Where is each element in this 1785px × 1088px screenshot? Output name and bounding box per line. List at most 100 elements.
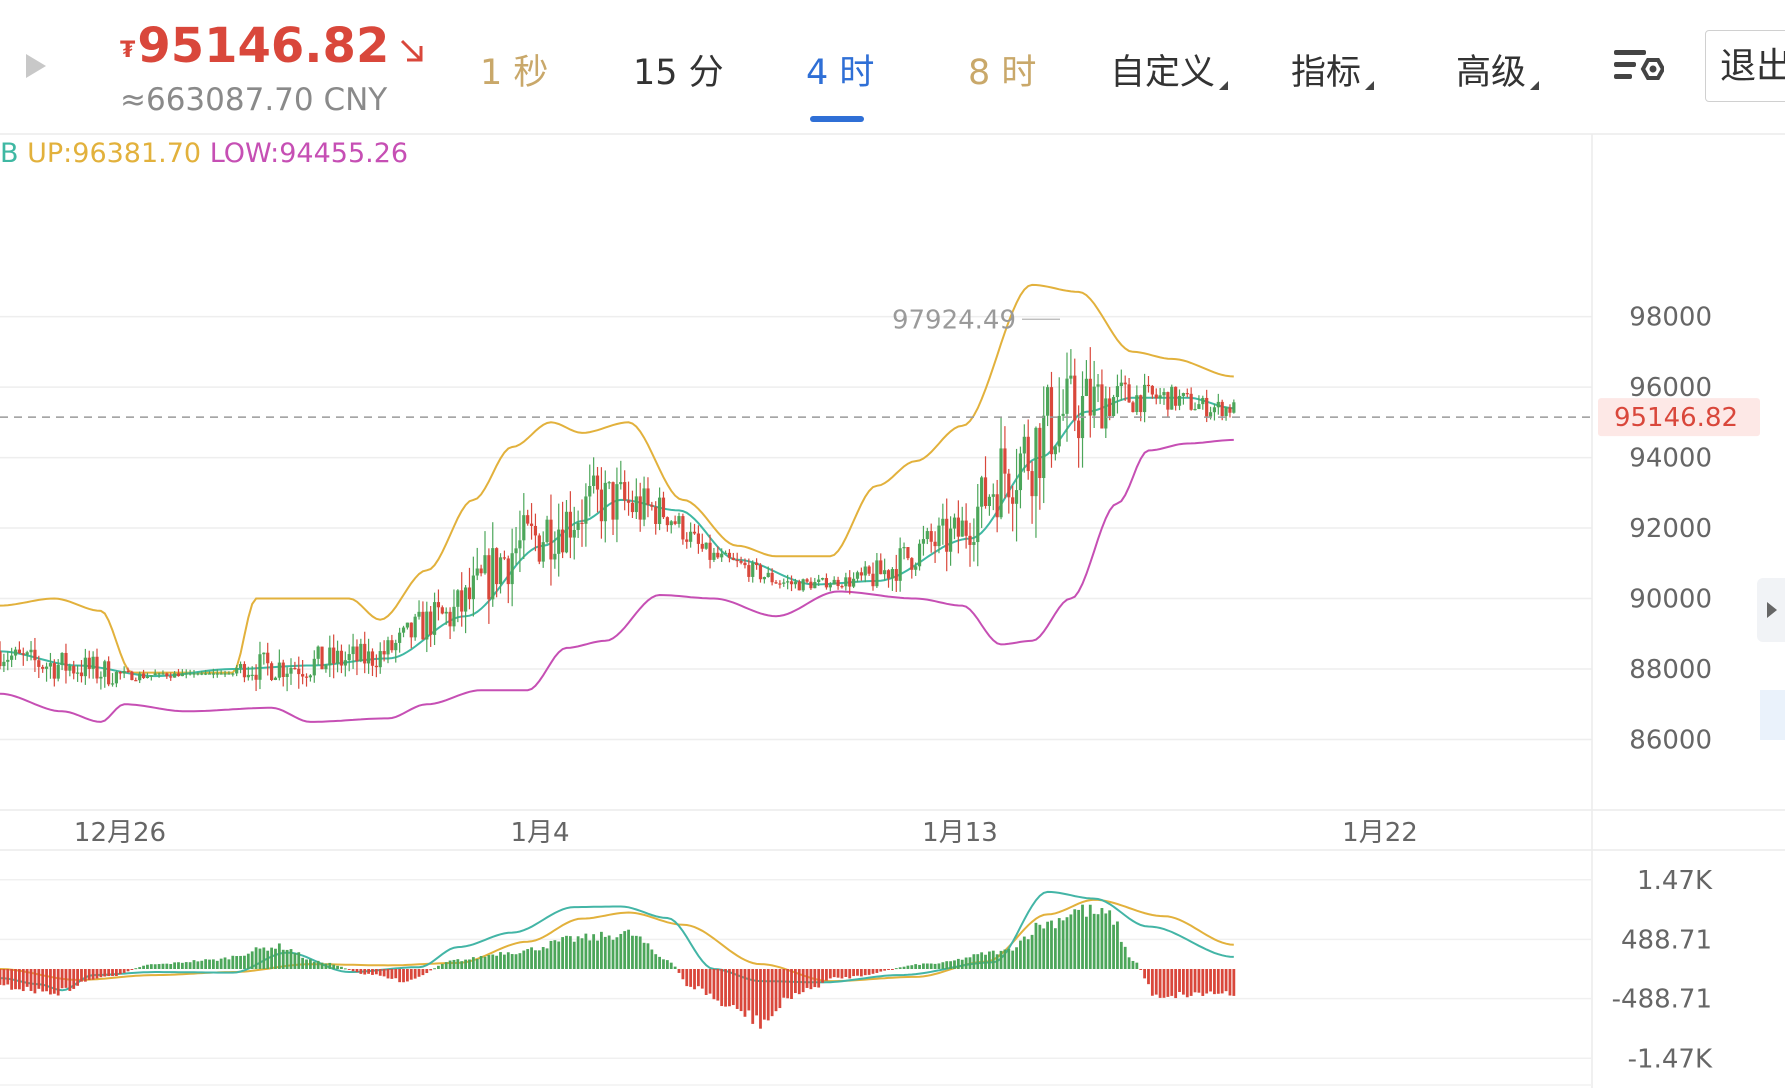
macd-histogram-bar	[60, 969, 64, 989]
candle-body	[642, 488, 646, 520]
candle-body	[824, 578, 829, 588]
macd-histogram-bar	[177, 962, 180, 969]
candle-body	[646, 488, 650, 505]
candle-body	[960, 520, 964, 537]
candle-body	[886, 570, 891, 579]
candle-body	[448, 611, 452, 627]
candle-body	[762, 577, 766, 580]
tab-1s[interactable]: 1 秒	[480, 53, 549, 93]
candle-body	[1228, 407, 1232, 413]
candle-body	[491, 548, 495, 600]
exit-button[interactable]: 退出	[1705, 30, 1785, 102]
candle-body	[677, 516, 681, 524]
candle-body	[48, 663, 53, 667]
macd-histogram-bar	[1104, 913, 1108, 969]
candle-body	[169, 676, 173, 678]
menu-custom[interactable]: 自定义	[1110, 44, 1229, 95]
candle-body	[2, 661, 6, 667]
current-price-tag	[1598, 398, 1760, 437]
play-icon[interactable]	[26, 54, 46, 78]
high-marker-label: 97924.49	[892, 305, 1016, 335]
macd-histogram-bar	[409, 969, 413, 980]
tab-15m[interactable]: 15 分	[633, 53, 724, 93]
candle-body	[727, 552, 732, 558]
macd-histogram-bar	[871, 969, 875, 974]
y-axis-tick: 96000	[1629, 373, 1712, 403]
candle-body	[720, 553, 724, 558]
candle-body	[611, 482, 615, 520]
macd-histogram-bar	[386, 969, 390, 979]
macd-histogram-bar	[534, 950, 537, 969]
candle-body	[1096, 384, 1100, 387]
candle-body	[1030, 471, 1034, 497]
candle-body	[304, 676, 309, 678]
macd-histogram-bar	[883, 969, 887, 971]
candle-body	[1158, 395, 1162, 399]
candle-body	[1018, 453, 1023, 491]
macd-histogram-bar	[689, 969, 693, 987]
candle-body	[890, 569, 894, 579]
macd-histogram-bar	[887, 969, 890, 970]
macd-histogram-bar	[1057, 918, 1061, 969]
candle-body	[840, 586, 844, 588]
macd-histogram-bar	[1228, 969, 1232, 996]
candle-body	[487, 555, 491, 600]
macd-histogram-bar	[1038, 924, 1042, 969]
macd-histogram-bar	[1213, 969, 1216, 995]
candle-body	[921, 539, 926, 544]
macd-histogram-bar	[378, 969, 382, 976]
macd-histogram-bar	[246, 953, 250, 969]
macd-histogram-bar	[828, 969, 832, 979]
candle-body	[553, 553, 557, 560]
candle-body	[564, 511, 569, 553]
macd-histogram-bar	[1123, 946, 1127, 969]
macd-histogram-bar	[1007, 948, 1011, 969]
macd-histogram-bar	[142, 965, 145, 969]
candle-body	[1046, 387, 1050, 416]
candle-body	[1115, 386, 1120, 398]
macd-histogram-bar	[134, 968, 138, 970]
menu-indicators-label: 指标	[1291, 53, 1362, 93]
candle-body	[588, 485, 592, 497]
candle-body	[828, 584, 832, 588]
candle-body	[910, 558, 914, 570]
candle-body	[941, 518, 945, 526]
macd-histogram-bar	[289, 949, 293, 969]
macd-histogram-bar	[654, 954, 658, 969]
candle-body	[580, 522, 584, 525]
chart-settings-icon[interactable]	[1612, 44, 1664, 92]
macd-histogram-bar	[588, 940, 592, 969]
macd-histogram-bar	[592, 934, 596, 969]
candle-body	[184, 673, 188, 675]
candle-body	[1111, 397, 1116, 416]
macd-histogram-bar	[471, 957, 475, 969]
candle-body	[277, 662, 281, 678]
candle-body	[758, 565, 763, 580]
candle-body	[1061, 413, 1065, 416]
macd-histogram-bar	[460, 961, 464, 969]
macd-histogram-bar	[87, 969, 91, 980]
candle-body	[421, 611, 425, 640]
macd-histogram-bar	[487, 955, 491, 969]
candle-body	[770, 572, 774, 583]
candle-body	[914, 566, 918, 570]
expand-panel-handle[interactable]	[1757, 578, 1785, 642]
macd-histogram-bar	[363, 969, 367, 975]
candle-body	[432, 602, 437, 635]
tab-4h[interactable]: 4 时	[806, 53, 875, 93]
menu-indicators[interactable]: 指标	[1291, 44, 1375, 95]
candle-body	[1150, 385, 1154, 395]
macd-histogram-bar	[1166, 969, 1170, 997]
macd-histogram-bar	[250, 951, 254, 969]
menu-advanced[interactable]: 高级	[1456, 44, 1540, 95]
tab-8h[interactable]: 8 时	[968, 53, 1037, 93]
candle-body	[444, 611, 448, 614]
macd-histogram-bar	[735, 969, 739, 1009]
candle-body	[339, 650, 344, 666]
candle-body	[250, 674, 254, 676]
macd-histogram-bar	[642, 942, 646, 969]
macd-histogram-bar	[747, 969, 751, 1011]
candle-body	[145, 676, 150, 679]
macd-histogram-bar	[184, 962, 188, 969]
